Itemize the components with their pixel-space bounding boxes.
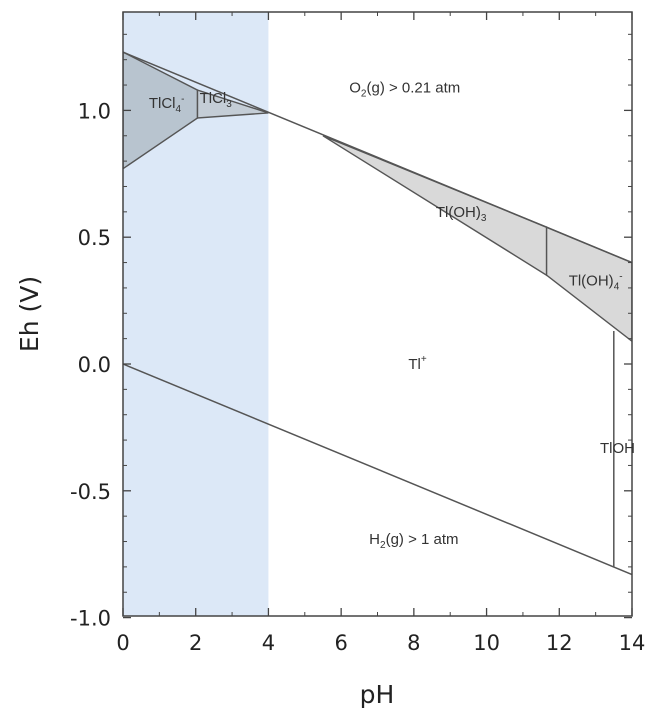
- x-tick-label-4: 8: [407, 631, 420, 655]
- h2-stability-label: H2(g) > 1 atm: [369, 531, 458, 551]
- x-tick-label-0: 0: [116, 631, 129, 655]
- tl-plus-label: Tl+: [408, 354, 427, 373]
- tlcl4-label: TlCl4-: [149, 94, 185, 115]
- boundary-line-1: [123, 363, 632, 576]
- boundary-line-0: [123, 51, 632, 264]
- tloh-label: TlOH: [600, 440, 635, 457]
- y-tick-label-1: 0.5: [78, 226, 111, 250]
- tloh3-label: Tl(OH)3: [436, 204, 487, 224]
- x-tick-label-5: 10: [473, 631, 500, 655]
- x-axis-title: pH: [360, 680, 395, 709]
- axis-ticks: 0 2 4 6 8 10 12 14 1.0 0.5 0.0 -0.5 -1.0: [70, 12, 645, 655]
- boundary-lines: [123, 51, 632, 576]
- x-tick-label-6: 12: [546, 631, 573, 655]
- x-tick-label-3: 6: [334, 631, 347, 655]
- y-tick-label-0: 1.0: [78, 99, 111, 123]
- y-tick-label-3: -0.5: [70, 480, 111, 504]
- region-1: [196, 89, 269, 119]
- o2-stability-label: O2(g) > 0.21 atm: [349, 80, 460, 100]
- x-tick-label-7: 14: [619, 631, 646, 655]
- region-labels: O2(g) > 0.21 atm H2(g) > 1 atm Tl+ TlOH …: [149, 80, 635, 551]
- tloh4-label: Tl(OH)4-: [569, 271, 623, 292]
- tlcl3-label: TlCl3: [200, 90, 233, 110]
- y-tick-label-2: 0.0: [78, 353, 111, 377]
- x-tick-label-1: 2: [189, 631, 202, 655]
- x-tick-label-2: 4: [262, 631, 275, 655]
- region-2: [322, 135, 548, 277]
- y-axis-title: Eh (V): [15, 276, 44, 352]
- y-tick-label-4: -1.0: [70, 607, 111, 631]
- stability-regions: [123, 51, 632, 343]
